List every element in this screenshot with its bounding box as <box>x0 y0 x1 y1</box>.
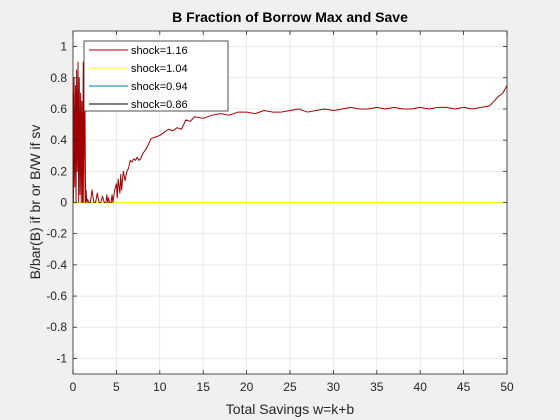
legend-label: shock=0.86 <box>131 99 188 111</box>
y-tick-label: 1 <box>60 40 67 54</box>
x-tick-label: 45 <box>457 380 471 394</box>
y-tick-label: -0.8 <box>46 320 67 334</box>
legend-box <box>83 40 229 112</box>
y-axis-label: B/bar(B) if br or B/W if sv <box>27 125 43 280</box>
y-tick-label: -0.4 <box>46 258 67 272</box>
x-tick-label: 40 <box>414 380 428 394</box>
x-tick-label: 15 <box>197 380 211 394</box>
y-tick-label: 0 <box>60 196 67 210</box>
y-tick-label: -1 <box>56 351 67 365</box>
chart-title: B Fraction of Borrow Max and Save <box>172 9 408 25</box>
x-tick-label: 0 <box>70 380 77 394</box>
legend-label: shock=0.94 <box>131 81 188 93</box>
x-tick-label: 30 <box>327 380 341 394</box>
axis-ticks: 0 5 10 15 20 25 30 35 40 45 50 -1 -0.8 -0.6 -0.4 -0.2 0 0… <box>46 31 514 394</box>
x-tick-label: 50 <box>500 380 514 394</box>
y-tick-label: 0.6 <box>50 102 67 116</box>
x-tick-label: 35 <box>370 380 384 394</box>
y-tick-label: 0.2 <box>50 164 67 178</box>
x-tick-label: 20 <box>240 380 254 394</box>
y-tick-label: -0.6 <box>46 289 67 303</box>
y-tick-label: -0.2 <box>46 227 67 241</box>
x-tick-label: 25 <box>283 380 297 394</box>
legend-label: shock=1.04 <box>131 63 188 75</box>
x-tick-label: 5 <box>113 380 120 394</box>
legend-label: shock=1.16 <box>131 45 188 57</box>
y-tick-label: 0.8 <box>50 71 67 85</box>
x-tick-label: 10 <box>153 380 167 394</box>
legend: shock=1.16 shock=1.04 shock=0.94 shock=0.86 <box>83 40 229 112</box>
y-tick-label: 0.4 <box>50 133 67 147</box>
x-axis-label: Total Savings w=k+b <box>226 401 355 417</box>
